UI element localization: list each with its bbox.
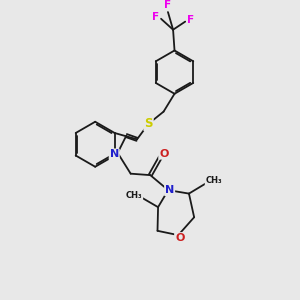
Text: CH₃: CH₃ [206,176,222,185]
Text: CH₃: CH₃ [126,190,142,200]
Text: F: F [152,12,159,22]
Text: F: F [164,1,172,10]
Text: O: O [159,149,169,159]
Text: O: O [175,233,184,243]
Text: N: N [165,185,174,195]
Text: S: S [144,117,153,130]
Text: F: F [187,15,194,25]
Text: N: N [110,149,119,159]
